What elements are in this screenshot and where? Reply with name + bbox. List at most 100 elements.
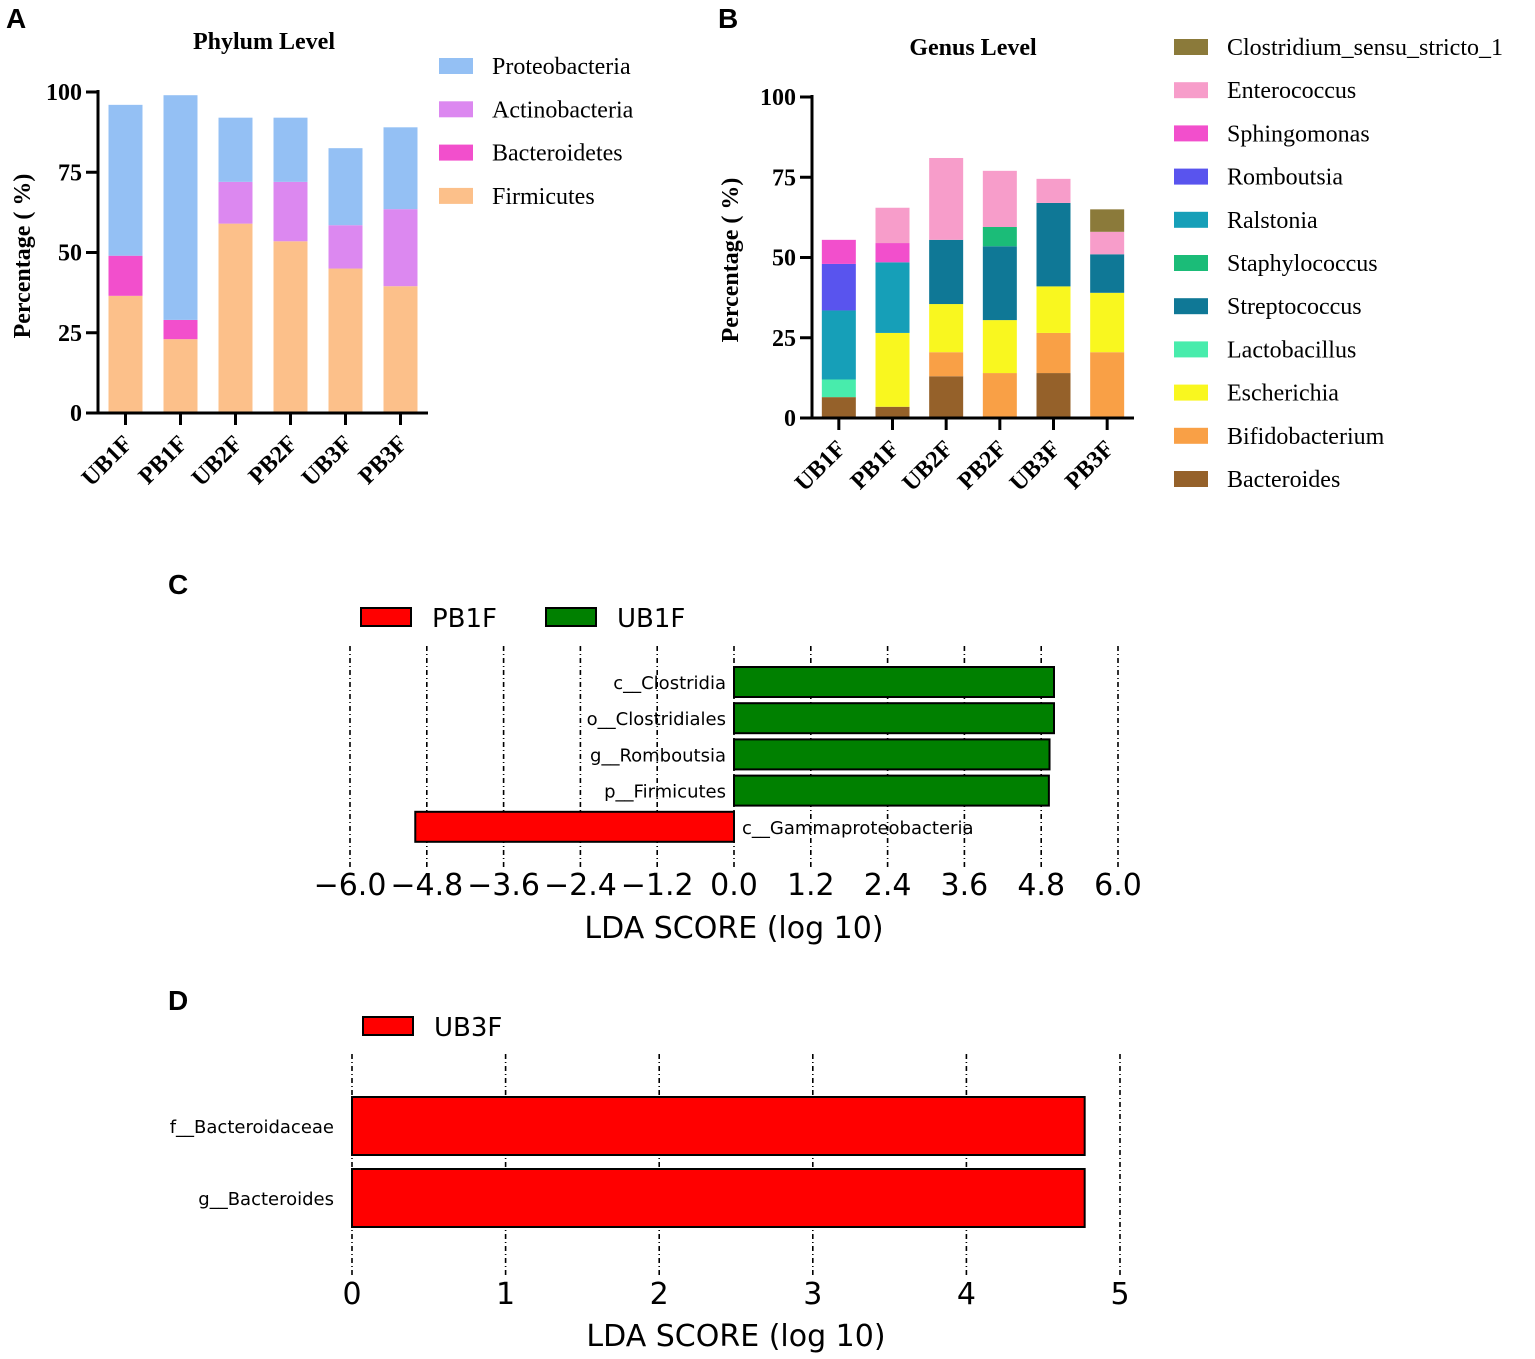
bar-segment-sphingomonas	[875, 243, 910, 263]
bar-segment-enterococcus	[875, 207, 910, 244]
legend-swatch-bacteroidetes	[439, 144, 473, 161]
x-tick-label: 1.2	[787, 868, 835, 903]
legend-swatch-sphingomonas	[1174, 125, 1208, 142]
bar-f-bacteroidaceae	[351, 1096, 1086, 1156]
x-tick-label: PB3F	[354, 431, 413, 490]
legend-label: PB1F	[432, 604, 497, 634]
panel-letter-d: D	[168, 985, 188, 1016]
bar-segment-escherichia	[875, 332, 910, 407]
bar-segment-romboutsia	[821, 263, 856, 311]
x-tick-label: −2.4	[544, 868, 617, 903]
legend-swatch-romboutsia	[1174, 168, 1208, 185]
bar-segment-bacteroides	[929, 376, 964, 418]
bar-g-bacteroides	[351, 1168, 1086, 1228]
bar-segment-bacteroidetes	[163, 319, 198, 340]
bar-segment-bacteroides	[821, 397, 856, 418]
bar-segment-streptococcus	[982, 246, 1017, 321]
x-tick-label: 4	[957, 1277, 976, 1312]
legend-swatch-staphylococcus	[1174, 255, 1208, 271]
bar-label: g__Romboutsia	[590, 745, 726, 766]
bar-segment-actinobacteria	[218, 181, 253, 224]
legend-label: Proteobacteria	[492, 54, 631, 80]
y-tick-label: 25	[772, 326, 796, 352]
legend-label: Clostridium_sensu_stricto_1	[1227, 35, 1503, 61]
legend-swatch-escherichia	[1174, 384, 1208, 401]
bar-segment-sphingomonas	[821, 239, 856, 264]
x-tick-label: UB1F	[77, 431, 138, 492]
bar-segment-enterococcus	[929, 157, 964, 240]
legend-label: Romboutsia	[1227, 165, 1343, 191]
legend-label: UB1F	[617, 604, 685, 634]
y-tick-label: 0	[784, 406, 796, 432]
bar-segment-bacteroidetes	[108, 255, 143, 296]
x-tick-label: 2.4	[864, 868, 912, 903]
bar-segment-proteobacteria	[273, 117, 308, 182]
bar-label: o__Clostridiales	[587, 709, 726, 730]
y-axis-label: Percentage ( %)	[718, 178, 744, 343]
legend-swatch-ub3f	[362, 1016, 414, 1036]
bar-p-firmicutes	[733, 774, 1050, 807]
bar-segment-clostridium_sensu_stricto_1	[1090, 209, 1125, 232]
legend-label: Enterococcus	[1227, 78, 1356, 104]
bar-segment-firmicutes	[383, 286, 418, 413]
bar-segment-bifidobacterium	[982, 373, 1017, 418]
x-tick-label: 0	[342, 1277, 361, 1312]
legend-label: Ralstonia	[1227, 208, 1318, 234]
x-tick-label: 6.0	[1094, 868, 1142, 903]
bar-segment-bacteroides	[1036, 373, 1071, 418]
bar-segment-firmicutes	[328, 268, 363, 413]
bar-segment-actinobacteria	[273, 181, 308, 242]
legend-label: UB3F	[434, 1013, 502, 1043]
bar-segment-bifidobacterium	[929, 352, 964, 377]
panel-letter-b: B	[718, 3, 738, 34]
bar-segment-proteobacteria	[328, 148, 363, 226]
x-tick-label: PB3F	[1060, 436, 1119, 495]
bar-segment-firmicutes	[163, 339, 198, 413]
y-axis-label: Percentage ( %)	[10, 174, 36, 339]
bar-segment-escherichia	[1090, 292, 1125, 353]
bar-segment-escherichia	[982, 320, 1017, 374]
legend-label: Escherichia	[1227, 381, 1339, 407]
legend-label: Lactobacillus	[1227, 337, 1356, 363]
bar-segment-firmicutes	[273, 241, 308, 413]
legend-swatch-proteobacteria	[439, 58, 473, 74]
bar-segment-actinobacteria	[328, 225, 363, 269]
bar-segment-streptococcus	[929, 239, 964, 305]
x-tick-label: UB2F	[187, 431, 248, 492]
y-tick-label: 100	[760, 85, 796, 111]
chart-title: Phylum Level	[193, 29, 335, 55]
legend-swatch-pb1f	[360, 607, 412, 627]
bar-segment-proteobacteria	[108, 104, 143, 256]
bar-segment-enterococcus	[1036, 178, 1071, 203]
x-axis-label: LDA SCORE (log 10)	[586, 1319, 885, 1354]
bar-c-clostridia	[733, 666, 1055, 698]
bar-segment-lactobacillus	[821, 379, 856, 398]
legend-swatch-firmicutes	[439, 187, 473, 204]
x-tick-label: 5	[1110, 1277, 1129, 1312]
chart-title: Genus Level	[909, 35, 1037, 61]
x-tick-label: UB2F	[898, 436, 959, 497]
x-axis-label: LDA SCORE (log 10)	[584, 911, 883, 946]
genus-chart: Genus Level Percentage ( %) UB1FPB1FUB2F…	[718, 35, 1503, 497]
x-tick-label: 1	[496, 1277, 515, 1312]
legend-label: Sphingomonas	[1227, 121, 1370, 147]
x-tick-label: −4.8	[390, 868, 463, 903]
x-tick-label: 3.6	[941, 868, 989, 903]
bar-label: c__Gammaproteobacteria	[742, 818, 973, 839]
y-tick-label: 100	[46, 80, 82, 106]
bar-segment-bifidobacterium	[1036, 332, 1071, 374]
bar-segment-enterococcus	[982, 170, 1017, 228]
legend-label: Firmicutes	[492, 184, 595, 210]
bar-segment-bacteroides	[875, 406, 910, 418]
x-tick-label: 3	[803, 1277, 822, 1312]
legend-swatch-lactobacillus	[1174, 341, 1208, 358]
bar-segment-escherichia	[1036, 286, 1071, 333]
x-tick-label: PB2F	[244, 431, 303, 490]
x-tick-label: −6.0	[314, 868, 387, 903]
x-tick-label: UB3F	[297, 431, 358, 492]
legend-label: Bacteroidetes	[492, 141, 623, 167]
legend-swatch-ub1f	[545, 607, 597, 627]
bar-segment-ralstonia	[875, 262, 910, 333]
bar-c-gammaproteobacteria	[414, 810, 735, 843]
legend-label: Actinobacteria	[492, 97, 634, 123]
